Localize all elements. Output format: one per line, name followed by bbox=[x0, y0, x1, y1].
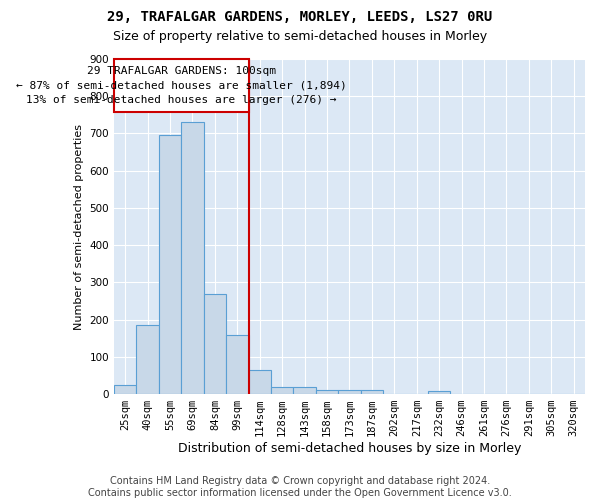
X-axis label: Distribution of semi-detached houses by size in Morley: Distribution of semi-detached houses by … bbox=[178, 442, 521, 455]
Bar bbox=[114, 385, 136, 394]
Text: Size of property relative to semi-detached houses in Morley: Size of property relative to semi-detach… bbox=[113, 30, 487, 43]
Bar bbox=[226, 334, 248, 394]
Bar bbox=[316, 390, 338, 394]
Bar bbox=[361, 390, 383, 394]
Bar bbox=[293, 386, 316, 394]
Text: 29 TRAFALGAR GARDENS: 100sqm
← 87% of semi-detached houses are smaller (1,894)
1: 29 TRAFALGAR GARDENS: 100sqm ← 87% of se… bbox=[16, 66, 347, 105]
Y-axis label: Number of semi-detached properties: Number of semi-detached properties bbox=[74, 124, 84, 330]
Text: 29, TRAFALGAR GARDENS, MORLEY, LEEDS, LS27 0RU: 29, TRAFALGAR GARDENS, MORLEY, LEEDS, LS… bbox=[107, 10, 493, 24]
Bar bbox=[428, 391, 451, 394]
Bar bbox=[248, 370, 271, 394]
Text: Contains HM Land Registry data © Crown copyright and database right 2024.
Contai: Contains HM Land Registry data © Crown c… bbox=[88, 476, 512, 498]
FancyBboxPatch shape bbox=[114, 59, 248, 112]
Bar bbox=[181, 122, 203, 394]
Bar bbox=[338, 390, 361, 394]
Bar bbox=[159, 136, 181, 394]
Bar bbox=[203, 294, 226, 394]
Bar bbox=[136, 325, 159, 394]
Bar bbox=[271, 386, 293, 394]
